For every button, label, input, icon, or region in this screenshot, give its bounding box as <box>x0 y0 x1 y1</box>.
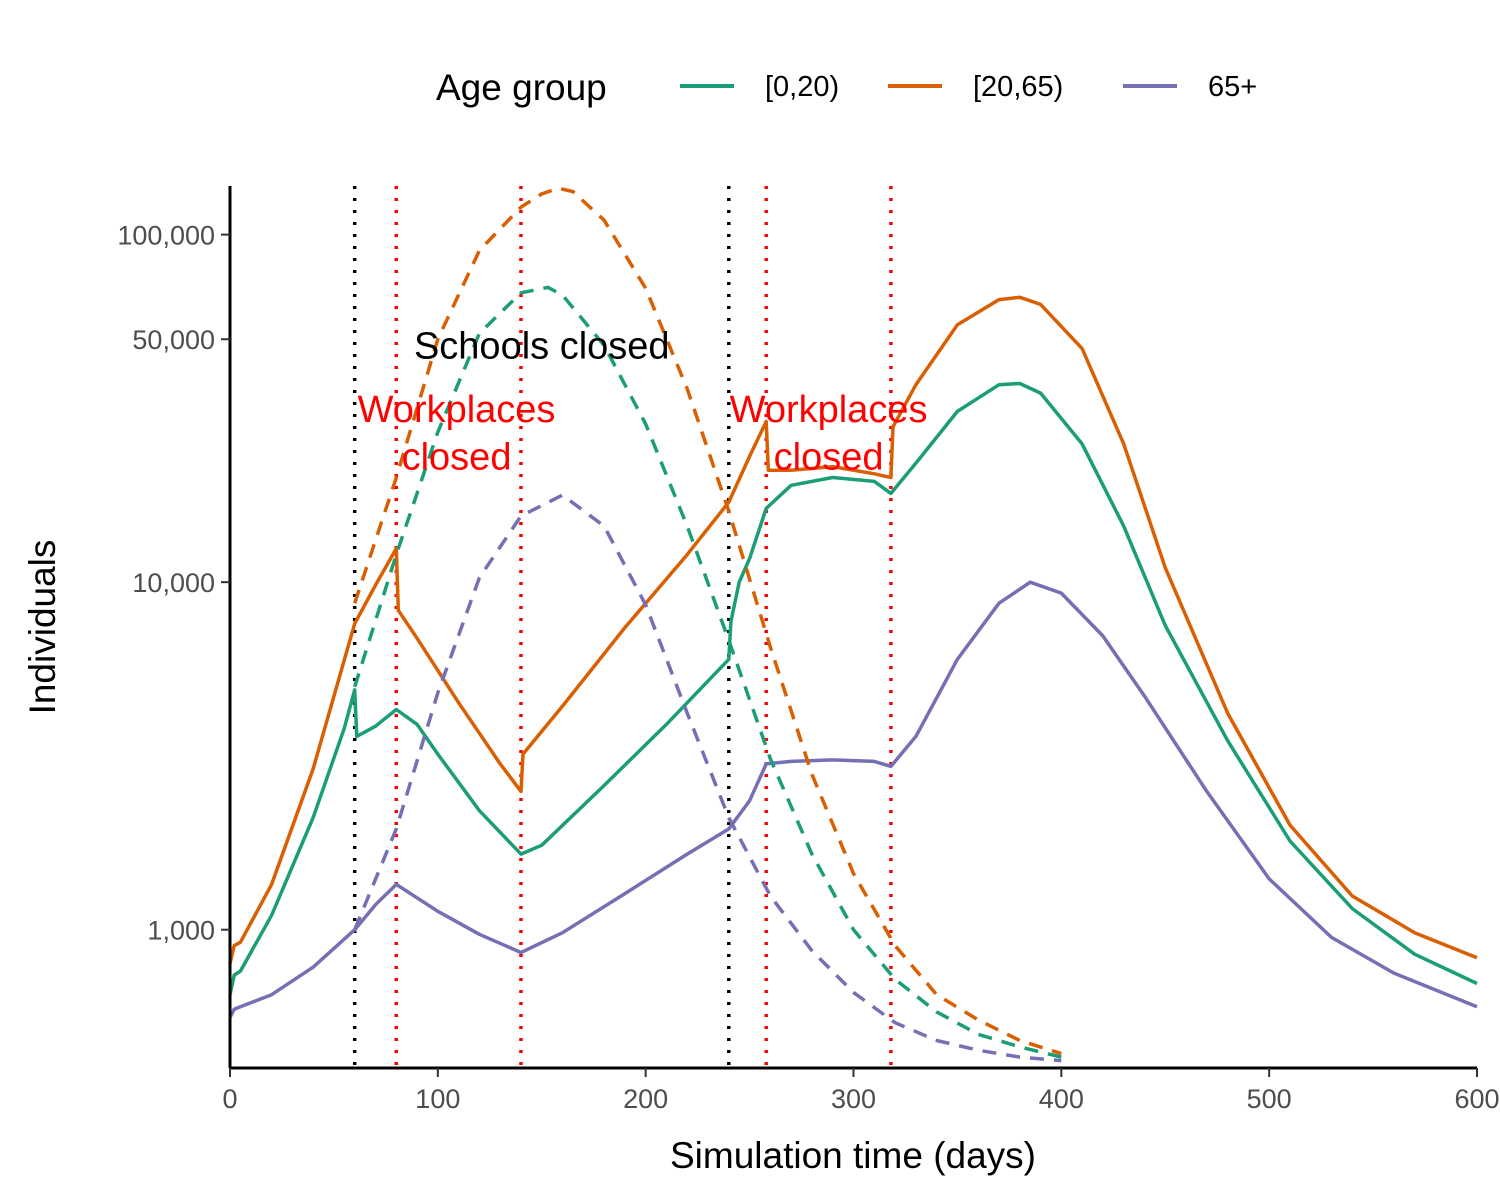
y-tick-label: 100,000 <box>117 221 215 251</box>
legend-label-20-65: [20,65) <box>973 71 1063 103</box>
legend-entries: [0,20) [20,65) 65+ <box>680 71 1257 103</box>
legend: Age group [0,20) [20,65) 65+ <box>436 67 1257 108</box>
legend-label-65: 65+ <box>1208 71 1257 103</box>
intervention-lines <box>352 186 893 1068</box>
y-tick-label: 10,000 <box>132 568 215 598</box>
annotation-schools-closed: Schools closed <box>414 325 670 367</box>
y-ticks: 1,000 10,000 50,000 100,000 <box>117 221 230 946</box>
y-tick-label: 1,000 <box>147 916 215 946</box>
annotation-closed: closed <box>402 436 512 478</box>
annotation-workplaces: Workplaces <box>730 389 928 431</box>
x-axis: 0 100 200 300 400 500 600 <box>222 1066 1500 1114</box>
series-65-intervention-line <box>228 580 1478 1019</box>
plot-area: Schools closed Workplaces closed Workplaces… <box>228 186 1478 1068</box>
annotation-workplaces: Workplaces <box>358 389 556 431</box>
y-axis: 1,000 10,000 50,000 100,000 <box>117 186 232 1068</box>
x-tick-label: 200 <box>623 1084 668 1114</box>
series-0-20-intervention-line <box>228 381 1478 996</box>
x-tick-label: 100 <box>415 1084 460 1114</box>
annotations: Schools closed Workplaces closed Workplaces… <box>358 325 928 478</box>
y-tick-label: 50,000 <box>132 325 215 355</box>
x-axis-title: Simulation time (days) <box>670 1135 1036 1176</box>
x-tick-label: 400 <box>1039 1084 1084 1114</box>
x-tick-label: 300 <box>831 1084 876 1114</box>
series-0-20-no-intervention-line <box>353 285 1062 1059</box>
legend-title: Age group <box>436 67 607 108</box>
x-tick-label: 500 <box>1247 1084 1292 1114</box>
series-layer <box>228 186 1478 1063</box>
x-tick-label: 0 <box>222 1084 237 1114</box>
annotation-closed: closed <box>774 436 884 478</box>
y-axis-title: Individuals <box>22 540 63 715</box>
series-20-65-no-intervention-line <box>353 186 1062 1056</box>
x-ticks: 0 100 200 300 400 500 600 <box>222 1068 1500 1114</box>
series-20-65-intervention-line <box>228 295 1478 964</box>
x-tick-label: 600 <box>1454 1084 1499 1114</box>
legend-label-0-20: [0,20) <box>765 71 839 103</box>
series-65-no-intervention-line <box>353 493 1062 1063</box>
